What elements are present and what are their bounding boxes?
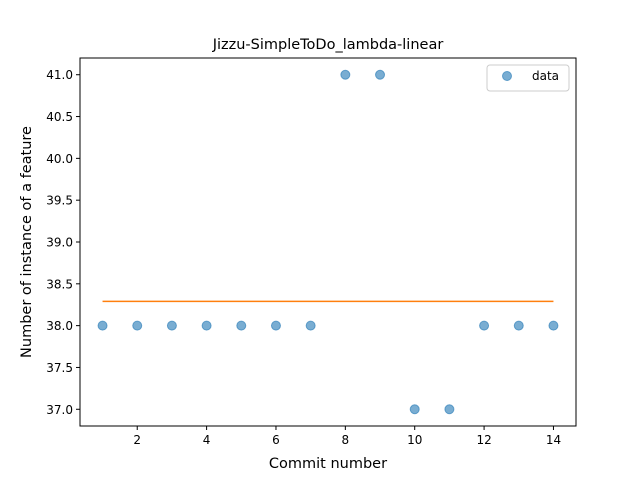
data-point: [409, 404, 420, 415]
data-point: [513, 320, 524, 331]
data-point: [166, 320, 177, 331]
data-point: [132, 320, 143, 331]
y-tick-label: 40.0: [46, 152, 73, 166]
legend-label-data: data: [532, 69, 559, 83]
data-point: [444, 404, 455, 415]
data-point: [97, 320, 108, 331]
y-tick-label: 40.5: [46, 110, 73, 124]
y-tick-label: 38.5: [46, 277, 73, 291]
data-point: [270, 320, 281, 331]
x-tick-label: 8: [342, 433, 350, 447]
x-tick-label: 2: [133, 433, 141, 447]
data-point: [201, 320, 212, 331]
legend-marker-data: [502, 71, 512, 81]
data-point: [305, 320, 316, 331]
data-point: [548, 320, 559, 331]
x-tick-label: 10: [407, 433, 422, 447]
data-point: [479, 320, 490, 331]
data-point: [375, 69, 386, 80]
x-axis-label: Commit number: [269, 456, 387, 472]
x-tick-label: 14: [546, 433, 561, 447]
y-tick-label: 37.5: [46, 361, 73, 375]
x-tick-label: 12: [476, 433, 491, 447]
data-point: [236, 320, 247, 331]
y-tick-label: 38.0: [46, 319, 73, 333]
plot-area: 2 4 6 8 10 12 14 37.0 37.5 38.0 38.5 39.0 39.5 40.0 40…: [46, 57, 577, 447]
x-tick-label: 4: [203, 433, 211, 447]
y-tick-label: 39.5: [46, 194, 73, 208]
y-tick-label: 37.0: [46, 403, 73, 417]
y-axis-label: Number of instance of a feature: [19, 126, 35, 358]
legend: data: [486, 64, 570, 92]
x-tick-label: 6: [272, 433, 280, 447]
chart-title: Jizzu-SimpleToDo_lambda-linear: [212, 37, 444, 53]
y-tick-label: 41.0: [46, 68, 73, 82]
y-tick-label: 39.0: [46, 236, 73, 250]
data-point: [340, 69, 351, 80]
